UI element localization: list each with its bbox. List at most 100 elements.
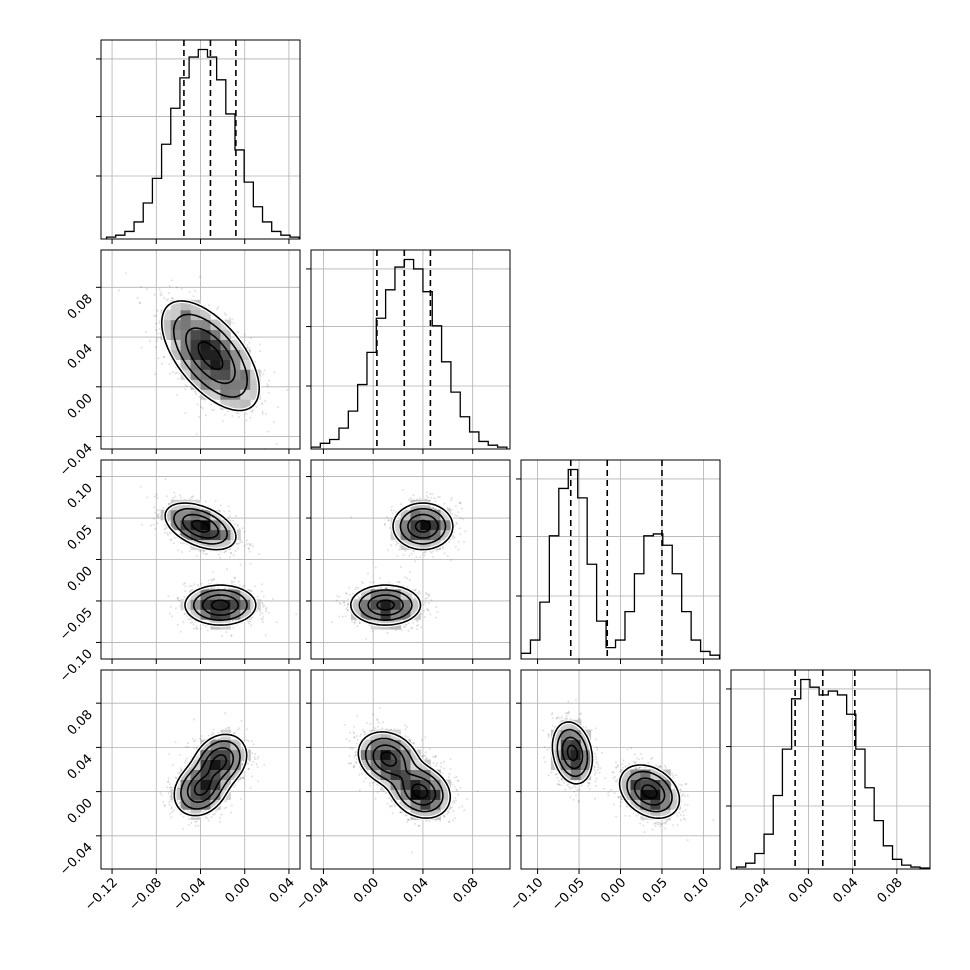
scatter-point xyxy=(157,515,160,518)
scatter-point xyxy=(250,410,253,413)
scatter-point xyxy=(233,580,236,583)
contour-level-2 xyxy=(185,327,236,385)
panel-3-3 xyxy=(731,670,930,869)
scatter-point xyxy=(177,597,180,599)
scatter-point xyxy=(170,605,172,608)
scatter-point xyxy=(461,518,464,521)
scatter-point xyxy=(262,373,265,376)
scatter-point xyxy=(224,587,227,590)
scatter-point xyxy=(259,350,262,353)
scatter-point xyxy=(163,528,166,531)
density-block xyxy=(220,339,231,350)
scatter-point xyxy=(453,536,456,539)
scatter-point xyxy=(249,416,252,419)
scatter-point xyxy=(248,346,251,349)
scatter-point xyxy=(235,412,238,415)
scatter-point xyxy=(193,627,196,630)
scatter-point xyxy=(272,421,275,423)
scatter-point xyxy=(250,624,253,627)
scatter-point xyxy=(165,299,168,302)
scatter-point xyxy=(261,612,264,615)
panels-layer xyxy=(96,39,931,874)
scatter-point xyxy=(233,577,236,580)
scatter-point xyxy=(267,611,270,614)
scatter-point xyxy=(392,509,395,512)
scatter-point xyxy=(266,383,269,386)
scatter-point xyxy=(446,555,449,558)
scatter-point xyxy=(153,293,156,296)
density-block xyxy=(240,379,251,390)
contour-level-1 xyxy=(173,508,248,621)
density-block xyxy=(240,389,251,400)
scatter-point xyxy=(435,549,438,552)
scatter-point xyxy=(448,507,451,510)
scatter-point xyxy=(267,430,270,433)
scatter-point xyxy=(428,492,431,495)
scatter-point xyxy=(234,550,237,553)
scatter-point xyxy=(408,554,411,557)
density-block xyxy=(230,379,241,390)
scatter-point xyxy=(223,587,226,590)
density-block xyxy=(170,319,182,331)
scatter-point xyxy=(260,590,263,593)
scatter-point xyxy=(154,527,157,530)
scatter-point xyxy=(204,500,207,503)
scatter-point xyxy=(414,560,416,563)
scatter-point xyxy=(223,510,225,513)
density-block xyxy=(200,529,211,541)
scatter-point xyxy=(454,514,457,517)
scatter-point xyxy=(225,549,228,552)
scatter-point xyxy=(208,620,211,623)
scatter-point xyxy=(427,608,429,611)
scatter-point xyxy=(261,583,264,586)
scatter-point xyxy=(214,499,217,502)
scatter-point xyxy=(136,296,139,299)
scatter-point xyxy=(243,530,246,533)
scatter-point xyxy=(459,501,462,504)
density-block xyxy=(210,359,221,370)
scatter-point xyxy=(275,621,278,624)
scatter-point xyxy=(208,304,210,307)
scatter-point xyxy=(261,412,264,415)
scatter-point xyxy=(156,514,159,517)
scatter-point xyxy=(264,400,267,403)
scatter-point xyxy=(238,416,240,418)
panel-1-1 xyxy=(311,250,510,449)
scatter-point xyxy=(427,593,430,596)
scatter-point xyxy=(446,506,449,509)
scatter-point xyxy=(403,625,406,628)
scatter-point xyxy=(158,513,160,516)
scatter-point xyxy=(434,500,437,503)
scatter-point xyxy=(249,562,252,565)
density-block xyxy=(160,329,172,340)
scatter-point xyxy=(169,372,171,375)
density-block xyxy=(200,509,211,521)
scatter-point xyxy=(263,369,266,372)
scatter-point xyxy=(155,322,158,325)
density-block xyxy=(190,349,201,360)
scatter-point xyxy=(250,543,253,546)
scatter-point xyxy=(252,545,254,547)
scatter-point xyxy=(183,582,186,585)
scatter-point xyxy=(388,527,391,529)
scatter-point xyxy=(234,576,236,579)
scatter-point xyxy=(196,627,198,630)
density-block xyxy=(170,349,182,360)
scatter-point xyxy=(451,513,454,515)
scatter-point xyxy=(371,630,374,633)
scatter-point xyxy=(398,581,401,584)
scatter-point xyxy=(139,485,142,488)
scatter-point xyxy=(225,568,228,571)
scatter-point xyxy=(166,534,169,537)
panel-0-0 xyxy=(101,40,300,239)
scatter-point xyxy=(186,385,188,388)
scatter-point xyxy=(259,613,262,616)
scatter-point xyxy=(399,566,402,568)
scatter-point xyxy=(154,511,156,514)
density-block xyxy=(170,299,182,311)
scatter-point xyxy=(432,507,435,510)
density-block xyxy=(210,509,221,521)
scatter-point xyxy=(432,556,435,559)
density-block xyxy=(190,319,201,331)
scatter-point xyxy=(262,616,265,618)
